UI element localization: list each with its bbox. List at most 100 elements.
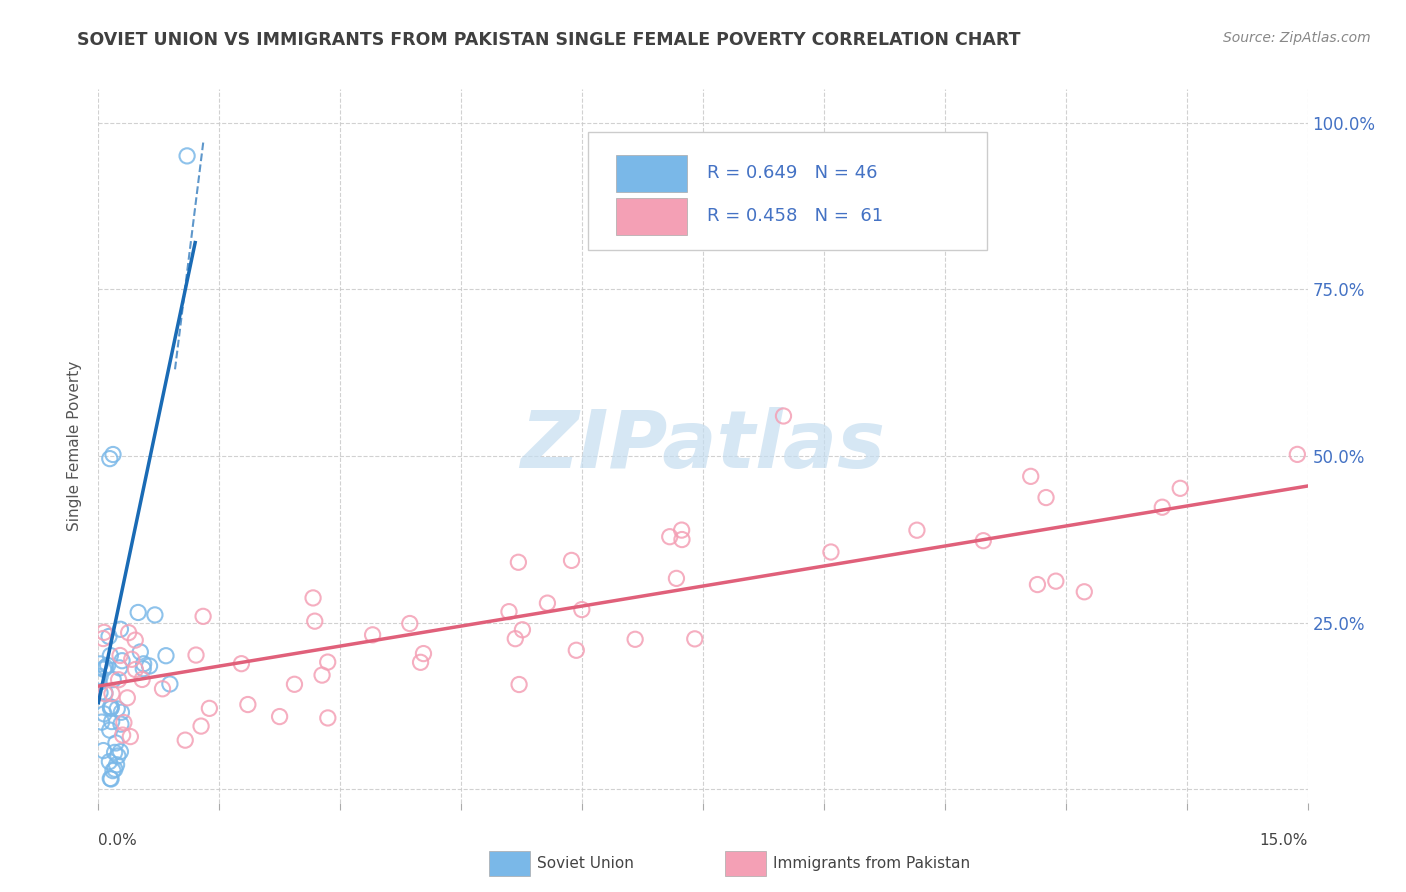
Point	[302, 591, 325, 605]
Point	[97, 658, 120, 673]
FancyBboxPatch shape	[616, 155, 688, 192]
Point	[905, 523, 928, 537]
Point	[104, 746, 127, 760]
Point	[1019, 469, 1042, 483]
Point	[143, 607, 166, 622]
Point	[101, 764, 124, 778]
Point	[98, 648, 121, 663]
Point	[1286, 447, 1309, 461]
Text: 15.0%: 15.0%	[1260, 833, 1308, 848]
Point	[409, 655, 432, 669]
Point	[124, 633, 146, 648]
Point	[398, 616, 420, 631]
Point	[503, 632, 526, 646]
Point	[508, 677, 530, 691]
Point	[98, 723, 121, 737]
Point	[132, 657, 155, 671]
Point	[508, 555, 530, 569]
Text: SOVIET UNION VS IMMIGRANTS FROM PAKISTAN SINGLE FEMALE POVERTY CORRELATION CHART: SOVIET UNION VS IMMIGRANTS FROM PAKISTAN…	[77, 31, 1021, 49]
Point	[111, 654, 134, 668]
Point	[101, 448, 124, 462]
Text: Soviet Union: Soviet Union	[537, 856, 634, 871]
Point	[304, 614, 326, 628]
Point	[117, 625, 139, 640]
FancyBboxPatch shape	[616, 198, 688, 235]
Point	[108, 648, 131, 663]
Point	[560, 553, 582, 567]
FancyBboxPatch shape	[724, 851, 766, 876]
Point	[87, 675, 110, 690]
Point	[536, 596, 558, 610]
Text: Source: ZipAtlas.com: Source: ZipAtlas.com	[1223, 31, 1371, 45]
Point	[124, 663, 146, 677]
Point	[671, 523, 693, 537]
Point	[236, 698, 259, 712]
Point	[105, 757, 128, 772]
Point	[316, 711, 339, 725]
Text: R = 0.458   N =  61: R = 0.458 N = 61	[707, 207, 883, 225]
Point	[131, 673, 153, 687]
Point	[565, 643, 588, 657]
Point	[98, 755, 121, 769]
Point	[103, 673, 125, 687]
Point	[100, 714, 122, 729]
Point	[100, 772, 122, 786]
Point	[361, 628, 384, 642]
Point	[176, 149, 198, 163]
Point	[138, 659, 160, 673]
Point	[89, 657, 111, 671]
Point	[571, 602, 593, 616]
Point	[121, 652, 143, 666]
Point	[316, 655, 339, 669]
Point	[98, 772, 121, 786]
Point	[190, 719, 212, 733]
Text: 0.0%: 0.0%	[98, 833, 138, 848]
Point	[820, 545, 842, 559]
Point	[127, 606, 149, 620]
Point	[94, 686, 117, 700]
Text: R = 0.649   N = 46: R = 0.649 N = 46	[707, 164, 877, 182]
Point	[110, 622, 132, 636]
Point	[269, 709, 291, 723]
Point	[665, 571, 688, 585]
Point	[1168, 481, 1191, 495]
Point	[110, 705, 132, 719]
Point	[198, 701, 221, 715]
Point	[117, 690, 139, 705]
Point	[155, 648, 177, 663]
Point	[972, 533, 994, 548]
Point	[1045, 574, 1067, 589]
Point	[174, 733, 197, 747]
Point	[104, 762, 127, 776]
Point	[100, 699, 122, 714]
Text: ZIPatlas: ZIPatlas	[520, 407, 886, 485]
Point	[512, 623, 534, 637]
Point	[152, 681, 174, 696]
Point	[498, 605, 520, 619]
FancyBboxPatch shape	[489, 851, 530, 876]
Point	[100, 701, 122, 715]
Point	[112, 715, 135, 730]
Point	[89, 669, 111, 683]
Point	[683, 632, 706, 646]
Point	[107, 673, 129, 687]
Y-axis label: Single Female Poverty: Single Female Poverty	[67, 361, 83, 531]
Point	[94, 687, 117, 701]
Point	[90, 715, 112, 730]
Point	[93, 706, 115, 721]
Point	[1152, 500, 1174, 515]
Point	[1035, 491, 1057, 505]
Point	[107, 748, 129, 763]
Point	[89, 685, 111, 699]
Point	[191, 609, 214, 624]
Point	[658, 530, 681, 544]
Point	[98, 630, 121, 644]
Point	[110, 745, 132, 759]
Point	[110, 717, 132, 731]
Point	[98, 451, 121, 466]
Point	[624, 632, 647, 647]
Point	[129, 645, 152, 659]
Point	[132, 662, 155, 676]
Point	[93, 625, 115, 640]
Point	[120, 730, 142, 744]
